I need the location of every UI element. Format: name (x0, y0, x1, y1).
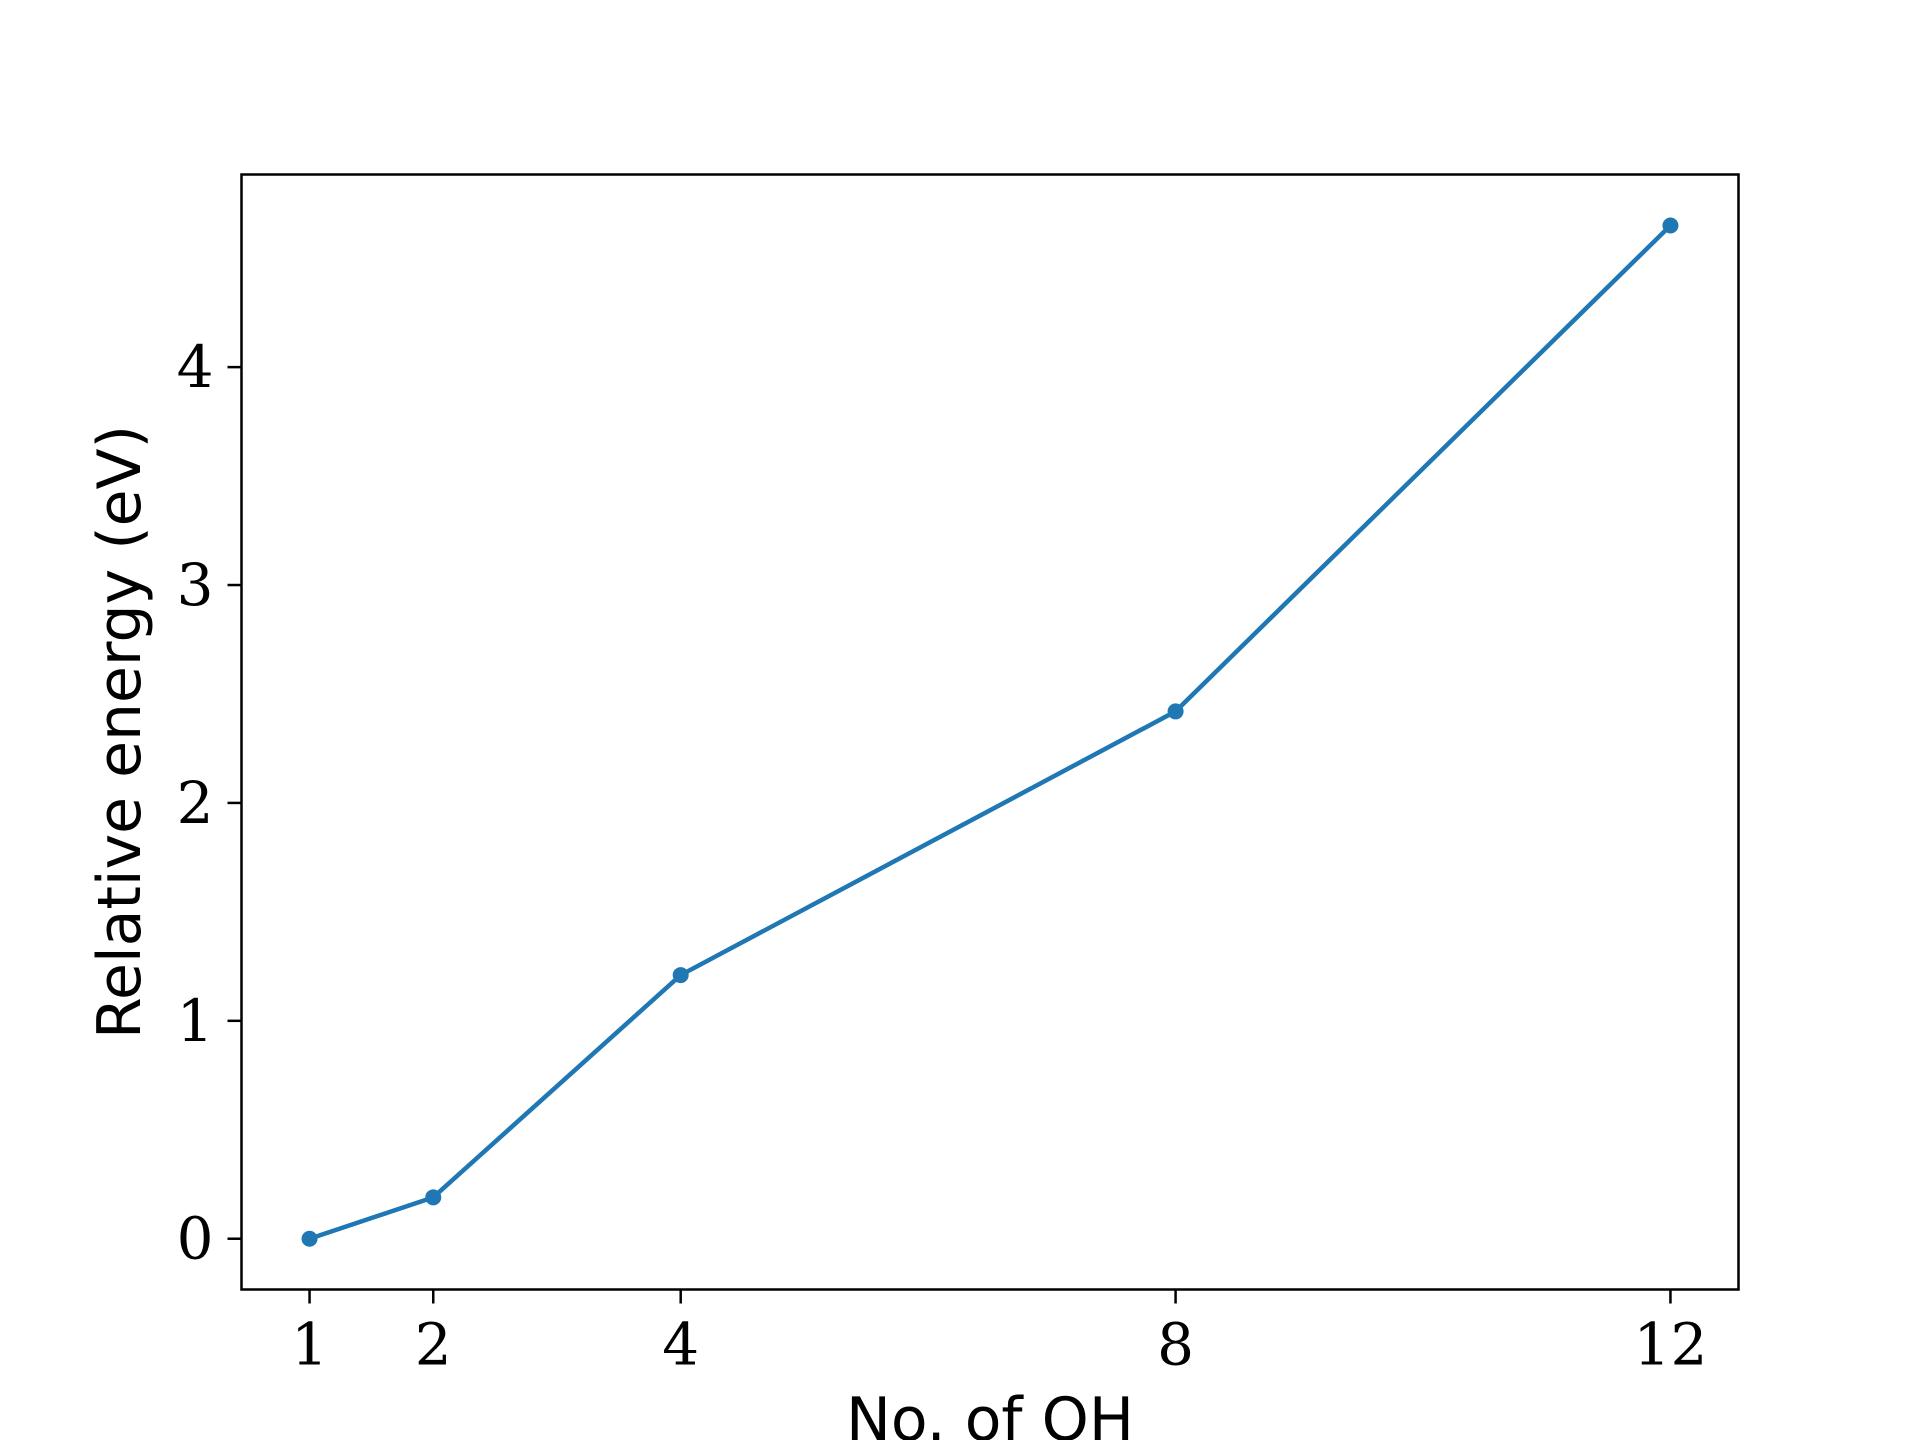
plot-frame (240, 173, 1740, 1291)
data-point (672, 967, 689, 984)
y-tick-label: 4 (177, 333, 214, 401)
data-point (1662, 217, 1679, 234)
series-line (307, 223, 1673, 1241)
y-axis-label: Relative energy (eV) (85, 425, 155, 1039)
x-tick-label: 8 (1157, 1311, 1194, 1379)
data-point (1167, 703, 1184, 720)
y-tick-label: 0 (177, 1205, 214, 1273)
series-layer (301, 217, 1679, 1247)
x-axis-label: No. of OH (846, 1385, 1134, 1440)
x-tick-label: 12 (1634, 1311, 1708, 1379)
y-tick-label: 3 (177, 551, 214, 619)
y-tick-label: 2 (177, 769, 214, 837)
x-tick-label: 2 (415, 1311, 452, 1379)
y-tick-label: 1 (177, 987, 214, 1055)
data-point (425, 1189, 442, 1206)
data-point (301, 1230, 318, 1247)
x-tick-label: 4 (662, 1311, 699, 1379)
x-tick-label: 1 (291, 1311, 328, 1379)
